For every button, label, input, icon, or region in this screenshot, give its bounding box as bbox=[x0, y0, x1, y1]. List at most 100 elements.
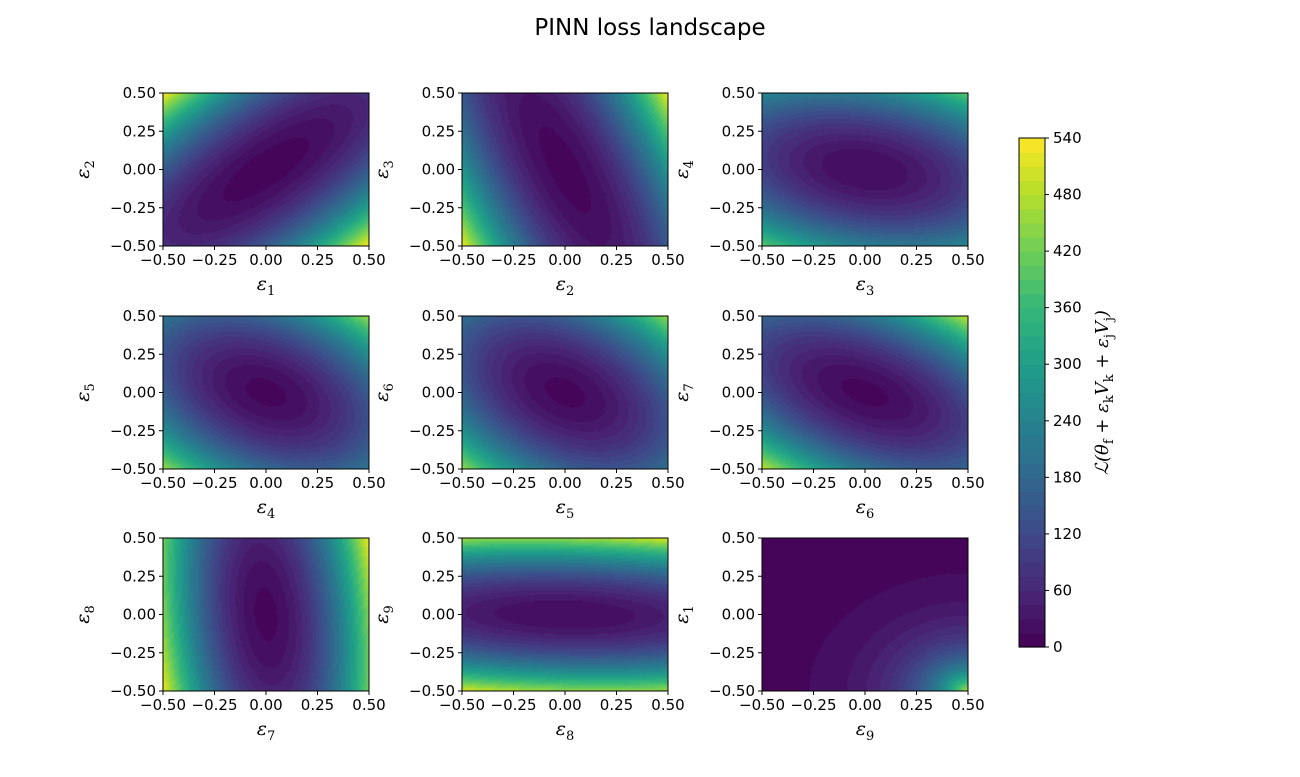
y-tick-label: −0.25 bbox=[409, 644, 455, 662]
x-axis-label: ε8 bbox=[556, 718, 574, 744]
x-tick-label: −0.25 bbox=[491, 474, 537, 492]
y-tick-label: 0.00 bbox=[123, 606, 156, 624]
colorbar-level bbox=[1019, 222, 1045, 238]
x-tick-label: −0.25 bbox=[791, 251, 837, 269]
x-tick-label: −0.25 bbox=[791, 696, 837, 714]
colorbar-level bbox=[1019, 392, 1045, 408]
y-axis-label: ε3 bbox=[371, 160, 397, 178]
colorbar-level bbox=[1019, 477, 1045, 493]
y-tick-label: −0.25 bbox=[709, 422, 755, 440]
x-tick-label: −0.50 bbox=[439, 696, 485, 714]
x-axis-label: ε7 bbox=[257, 718, 275, 744]
colorbar-level bbox=[1019, 604, 1045, 620]
y-axis-label: ε4 bbox=[671, 160, 697, 178]
x-tick-label: 0.50 bbox=[951, 474, 984, 492]
colorbar-level bbox=[1019, 434, 1045, 450]
y-tick-label: 0.00 bbox=[722, 384, 755, 402]
heatmap-8 bbox=[462, 538, 668, 691]
x-tick-label: −0.50 bbox=[439, 251, 485, 269]
x-tick-label: 0.00 bbox=[249, 474, 282, 492]
colorbar-level bbox=[1019, 491, 1045, 507]
colorbar-tick-label: 120 bbox=[1053, 525, 1082, 543]
y-tick-label: 0.50 bbox=[422, 307, 455, 325]
y-axis-label: ε9 bbox=[371, 605, 397, 623]
y-tick-label: −0.50 bbox=[110, 237, 156, 255]
y-tick-label: −0.25 bbox=[409, 422, 455, 440]
panel-4: −0.50 −0.25 0.00 0.25 0.50 −0.50 −0.25 0.00 0.25… bbox=[72, 307, 386, 522]
heatmap-9 bbox=[762, 538, 968, 691]
x-tick-label: −0.50 bbox=[739, 251, 785, 269]
y-tick-label: −0.25 bbox=[709, 199, 755, 217]
colorbar-level bbox=[1019, 166, 1045, 182]
figure-title: PINN loss landscape bbox=[534, 15, 765, 41]
colorbar-level bbox=[1019, 152, 1045, 167]
colorbar-level bbox=[1019, 180, 1045, 196]
colorbar-level bbox=[1019, 406, 1045, 422]
x-tick-label: 0.50 bbox=[352, 696, 385, 714]
colorbar-level bbox=[1019, 279, 1045, 295]
panel-1: −0.50 −0.25 0.00 0.25 0.50 −0.50 −0.25 0.00 0.25… bbox=[72, 84, 386, 299]
x-tick-label: −0.25 bbox=[192, 696, 238, 714]
heatmap-3 bbox=[762, 93, 968, 246]
x-axis-label: ε3 bbox=[856, 273, 874, 299]
colorbar-level bbox=[1019, 533, 1045, 549]
colorbar-level bbox=[1019, 335, 1045, 351]
colorbar-level bbox=[1019, 236, 1045, 252]
y-tick-label: −0.25 bbox=[409, 199, 455, 217]
y-tick-label: −0.50 bbox=[110, 460, 156, 478]
y-tick-label: 0.25 bbox=[422, 122, 455, 140]
y-axis-label: ε2 bbox=[72, 160, 98, 178]
colorbar-level bbox=[1019, 350, 1045, 365]
x-tick-label: 0.25 bbox=[900, 696, 933, 714]
y-tick-label: 0.50 bbox=[422, 84, 455, 102]
y-tick-label: 0.00 bbox=[722, 161, 755, 179]
colorbar-level bbox=[1019, 449, 1045, 464]
colorbar-tick-label: 180 bbox=[1053, 468, 1082, 486]
x-tick-label: 0.25 bbox=[301, 696, 334, 714]
x-tick-label: 0.25 bbox=[301, 474, 334, 492]
x-tick-label: −0.50 bbox=[140, 474, 186, 492]
y-tick-label: 0.25 bbox=[123, 122, 156, 140]
y-tick-label: 0.50 bbox=[422, 529, 455, 547]
colorbar-level bbox=[1019, 251, 1045, 266]
x-tick-label: 0.50 bbox=[951, 696, 984, 714]
heatmap-1 bbox=[163, 93, 369, 246]
colorbar-level bbox=[1019, 194, 1045, 210]
colorbar-level bbox=[1019, 590, 1045, 606]
colorbar-tick-label: 540 bbox=[1053, 129, 1082, 147]
x-tick-label: 0.25 bbox=[900, 474, 933, 492]
colorbar-tick-label: 480 bbox=[1053, 186, 1082, 204]
y-tick-label: 0.50 bbox=[123, 529, 156, 547]
colorbar-tick-label: 300 bbox=[1053, 355, 1082, 373]
y-tick-label: −0.50 bbox=[409, 460, 455, 478]
colorbar-frame bbox=[1018, 137, 1046, 648]
x-tick-label: 0.50 bbox=[352, 251, 385, 269]
panel-9: −0.50 −0.25 0.00 0.25 0.50 −0.50 −0.25 0.00 0.25… bbox=[671, 529, 985, 744]
colorbar-level bbox=[1019, 378, 1045, 394]
colorbar-level bbox=[1019, 632, 1045, 648]
y-tick-label: 0.25 bbox=[123, 567, 156, 585]
x-tick-label: −0.50 bbox=[739, 696, 785, 714]
y-tick-label: −0.50 bbox=[409, 682, 455, 700]
colorbar-label: ℒ(θf + εkVk + εjVj) bbox=[1092, 310, 1117, 475]
heatmap-6 bbox=[762, 316, 968, 469]
x-axis-label: ε5 bbox=[556, 496, 574, 522]
y-tick-label: 0.25 bbox=[722, 345, 755, 363]
x-tick-label: −0.50 bbox=[439, 474, 485, 492]
colorbar-level bbox=[1019, 265, 1045, 280]
x-tick-label: 0.25 bbox=[600, 474, 633, 492]
x-tick-label: −0.25 bbox=[192, 251, 238, 269]
y-tick-label: 0.25 bbox=[422, 345, 455, 363]
x-tick-label: 0.25 bbox=[900, 251, 933, 269]
heatmap-2 bbox=[462, 93, 668, 246]
y-tick-label: −0.25 bbox=[110, 644, 156, 662]
y-axis-label: ε6 bbox=[371, 383, 397, 401]
y-tick-label: 0.25 bbox=[123, 345, 156, 363]
colorbar-level bbox=[1019, 138, 1045, 153]
colorbar-level bbox=[1019, 321, 1045, 337]
y-tick-label: −0.25 bbox=[110, 199, 156, 217]
x-tick-label: −0.50 bbox=[739, 474, 785, 492]
x-tick-label: −0.25 bbox=[192, 474, 238, 492]
x-axis-label: ε9 bbox=[856, 718, 874, 744]
